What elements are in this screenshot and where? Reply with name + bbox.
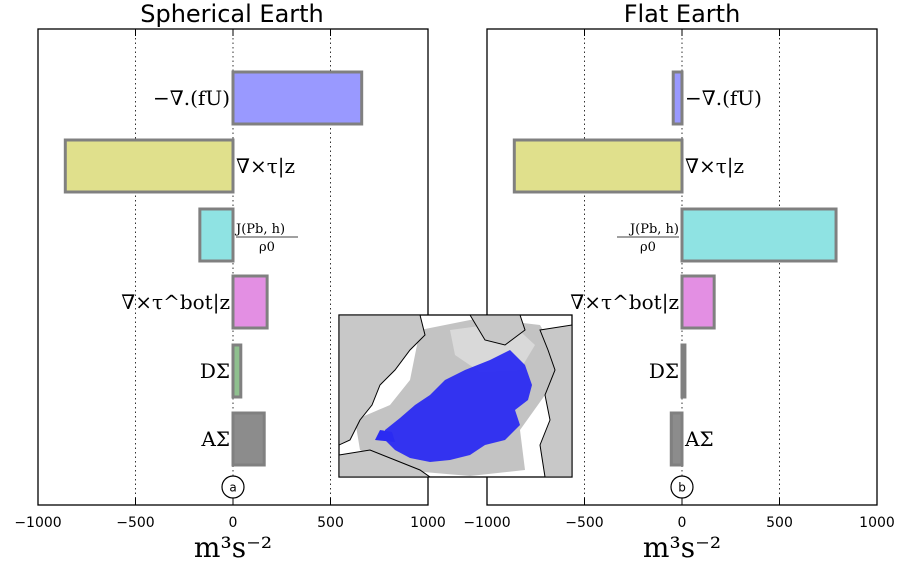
tick-label: −1000 bbox=[14, 515, 61, 531]
panel-letter: b bbox=[678, 481, 686, 495]
term-label: DΣ bbox=[200, 359, 230, 383]
tick-label: 0 bbox=[678, 515, 687, 531]
svg-text:ρ0: ρ0 bbox=[640, 240, 656, 255]
bar bbox=[669, 411, 684, 467]
panel-spherical-earth: Spherical Earth −1000 −500 0 500 1000 −∇.(fU… bbox=[14, 0, 446, 564]
bar bbox=[231, 343, 243, 399]
bar bbox=[231, 411, 266, 467]
bar bbox=[231, 274, 269, 330]
x-axis-ticks: −1000 −500 0 500 1000 bbox=[14, 29, 446, 531]
bar bbox=[63, 138, 235, 194]
bar bbox=[680, 207, 838, 263]
term-label: J(Pb, h)ρ0J(Pb,h)/ρ0 bbox=[617, 222, 679, 255]
term-label: DΣ bbox=[649, 359, 679, 383]
term-label: −∇.(fU) bbox=[153, 86, 230, 110]
tick-label: −1000 bbox=[463, 515, 510, 531]
north-atlantic-map-icon bbox=[338, 314, 573, 478]
bar bbox=[680, 274, 716, 330]
tick-label: 500 bbox=[766, 515, 793, 531]
bar bbox=[680, 343, 687, 399]
svg-text:J(Pb, h): J(Pb, h) bbox=[234, 222, 285, 237]
tick-label: 1000 bbox=[410, 515, 446, 531]
term-label: ∇×τ^bot|z bbox=[121, 290, 230, 315]
tick-label: 1000 bbox=[859, 515, 895, 531]
term-label: J(Pb, h)ρ0J(Pb,h)/ρ0 bbox=[234, 222, 298, 255]
panel-letter-badge: b bbox=[670, 475, 694, 499]
bar bbox=[231, 70, 364, 126]
term-label: ∇×τ|z bbox=[236, 154, 295, 179]
tick-label: −500 bbox=[116, 515, 154, 531]
svg-text:ρ0: ρ0 bbox=[259, 240, 275, 255]
bar bbox=[512, 138, 684, 194]
panel-flat-earth: Flat Earth −1000 −500 0 500 1000 −∇.(fU) ∇×τ|… bbox=[463, 0, 895, 564]
panel-title: Flat Earth bbox=[624, 0, 741, 28]
svg-text:J(Pb, h): J(Pb, h) bbox=[628, 222, 679, 237]
bar bbox=[671, 70, 684, 126]
bar bbox=[198, 207, 235, 263]
term-label: ∇×τ|z bbox=[685, 154, 744, 179]
tick-label: 500 bbox=[317, 515, 344, 531]
x-axis-ticks: −1000 −500 0 500 1000 bbox=[463, 29, 895, 531]
panel-title: Spherical Earth bbox=[140, 0, 324, 28]
x-axis-label: m³s⁻² bbox=[643, 531, 721, 564]
term-labels: −∇.(fU)∇×τ|zJ(Pb, h)ρ0J(Pb,h)/ρ0∇×τ^bot|… bbox=[570, 86, 762, 451]
tick-label: 0 bbox=[229, 515, 238, 531]
panel-letter: a bbox=[229, 481, 236, 495]
panel-letter-badge: a bbox=[221, 475, 245, 499]
term-label: ∇×τ^bot|z bbox=[570, 290, 679, 315]
bar-series bbox=[63, 70, 364, 467]
term-label: AΣ bbox=[684, 427, 714, 451]
term-labels: −∇.(fU)∇×τ|zJ(Pb, h)ρ0J(Pb,h)/ρ0∇×τ^bot|… bbox=[121, 86, 298, 451]
x-axis-label: m³s⁻² bbox=[194, 531, 272, 564]
term-label: −∇.(fU) bbox=[685, 86, 762, 110]
tick-label: −500 bbox=[565, 515, 603, 531]
term-label: AΣ bbox=[200, 427, 230, 451]
bar-series bbox=[512, 70, 838, 467]
